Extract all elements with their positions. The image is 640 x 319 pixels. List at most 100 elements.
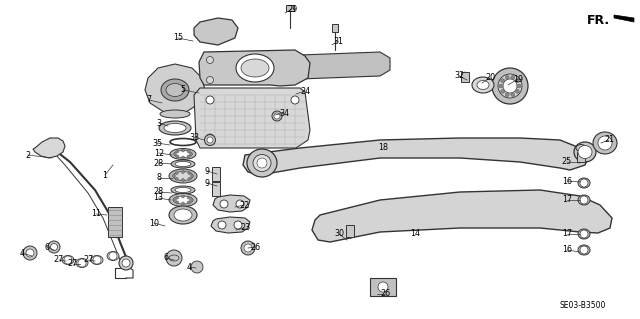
Text: 9: 9 [204, 167, 209, 175]
Text: 7: 7 [147, 95, 152, 105]
Polygon shape [194, 88, 310, 148]
Ellipse shape [171, 186, 195, 194]
Ellipse shape [175, 161, 191, 167]
Ellipse shape [166, 84, 184, 97]
Circle shape [272, 111, 282, 121]
Circle shape [23, 246, 37, 260]
Circle shape [191, 174, 193, 177]
Ellipse shape [173, 196, 193, 204]
Circle shape [188, 177, 191, 180]
Text: 12: 12 [154, 149, 164, 158]
Text: 27: 27 [68, 259, 78, 269]
Ellipse shape [161, 79, 189, 101]
Circle shape [236, 200, 244, 208]
Circle shape [93, 256, 101, 264]
Text: 16: 16 [562, 246, 572, 255]
Ellipse shape [578, 245, 590, 255]
Circle shape [119, 256, 133, 270]
Text: 26: 26 [380, 290, 390, 299]
Text: 3: 3 [157, 118, 161, 128]
Ellipse shape [498, 74, 522, 98]
Text: 33: 33 [189, 132, 199, 142]
Text: 17: 17 [562, 196, 572, 204]
Bar [286, 5, 294, 11]
Ellipse shape [241, 59, 269, 77]
Circle shape [207, 137, 213, 143]
Ellipse shape [574, 142, 596, 162]
Circle shape [182, 202, 184, 205]
Text: 23: 23 [240, 224, 250, 233]
Ellipse shape [169, 169, 197, 183]
Bar [346, 225, 354, 237]
Polygon shape [614, 15, 634, 22]
Circle shape [241, 241, 255, 255]
Circle shape [274, 113, 280, 119]
Circle shape [78, 259, 86, 267]
Text: 28: 28 [153, 159, 163, 167]
Circle shape [515, 79, 519, 83]
Text: 10: 10 [149, 219, 159, 227]
Ellipse shape [578, 195, 590, 205]
Ellipse shape [170, 149, 196, 160]
Text: 22: 22 [239, 201, 249, 210]
Circle shape [188, 172, 191, 175]
Circle shape [234, 221, 242, 229]
Circle shape [580, 246, 588, 254]
Circle shape [517, 84, 521, 88]
Circle shape [515, 89, 519, 93]
Ellipse shape [477, 80, 489, 90]
Ellipse shape [159, 121, 191, 135]
Bar [370, 278, 396, 296]
Ellipse shape [175, 188, 191, 192]
Text: 4: 4 [186, 263, 191, 271]
Text: 9: 9 [204, 179, 209, 188]
Circle shape [175, 172, 178, 175]
Circle shape [500, 89, 505, 93]
Ellipse shape [76, 258, 88, 268]
Ellipse shape [62, 256, 74, 264]
Text: 4: 4 [19, 249, 24, 257]
Circle shape [206, 134, 214, 142]
Text: 26: 26 [250, 242, 260, 251]
Ellipse shape [174, 209, 192, 221]
Ellipse shape [171, 160, 195, 168]
Circle shape [244, 244, 252, 252]
Text: 18: 18 [378, 144, 388, 152]
Text: 25: 25 [562, 158, 572, 167]
Text: 31: 31 [333, 36, 343, 46]
Text: 30: 30 [334, 229, 344, 239]
Ellipse shape [472, 77, 494, 93]
Ellipse shape [593, 132, 617, 154]
Text: 27: 27 [83, 256, 93, 264]
Circle shape [173, 174, 175, 177]
Text: 32: 32 [454, 71, 464, 80]
Text: 8: 8 [157, 174, 161, 182]
Polygon shape [312, 190, 612, 242]
Circle shape [176, 201, 179, 204]
Polygon shape [194, 18, 238, 45]
Ellipse shape [578, 178, 590, 188]
Text: SE03-B3500: SE03-B3500 [560, 300, 606, 309]
Circle shape [378, 282, 388, 292]
Text: 6: 6 [163, 254, 168, 263]
Ellipse shape [169, 194, 197, 206]
Polygon shape [211, 217, 250, 233]
Text: 6: 6 [45, 242, 49, 251]
Circle shape [175, 177, 178, 180]
Text: 19: 19 [513, 75, 523, 84]
Text: 29: 29 [287, 4, 297, 13]
Bar [461, 72, 469, 82]
Circle shape [26, 249, 34, 257]
Circle shape [182, 149, 184, 152]
Text: 17: 17 [562, 229, 572, 239]
Text: 15: 15 [173, 33, 183, 42]
Circle shape [580, 230, 588, 238]
Bar [577, 152, 585, 162]
Circle shape [166, 250, 182, 266]
Circle shape [187, 150, 190, 153]
Polygon shape [213, 195, 250, 212]
Circle shape [218, 221, 226, 229]
Text: 27: 27 [54, 256, 64, 264]
Ellipse shape [164, 123, 186, 132]
Circle shape [500, 79, 505, 83]
